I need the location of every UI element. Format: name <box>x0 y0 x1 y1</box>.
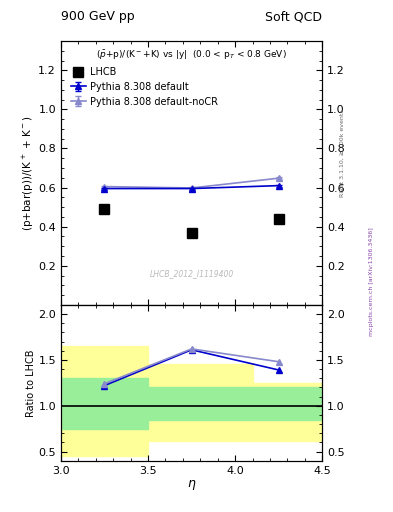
Polygon shape <box>61 346 322 456</box>
Polygon shape <box>61 378 322 429</box>
Text: Rivet 3.1.10, ≥ 100k events: Rivet 3.1.10, ≥ 100k events <box>340 110 344 198</box>
Text: LHCB_2012_I1119400: LHCB_2012_I1119400 <box>149 269 234 278</box>
X-axis label: $\eta$: $\eta$ <box>187 478 196 493</box>
Text: mcplots.cern.ch [arXiv:1306.3436]: mcplots.cern.ch [arXiv:1306.3436] <box>369 227 374 336</box>
LHCB <box>102 206 107 212</box>
Text: ($\bar{p}$+p)/(K$^-$+K) vs |y|  (0.0 < p$_T$ < 0.8 GeV): ($\bar{p}$+p)/(K$^-$+K) vs |y| (0.0 < p$… <box>96 48 287 60</box>
Y-axis label: Ratio to LHCB: Ratio to LHCB <box>26 349 35 417</box>
Text: 900 GeV pp: 900 GeV pp <box>61 10 134 23</box>
LHCB <box>189 229 194 236</box>
Legend: LHCB, Pythia 8.308 default, Pythia 8.308 default-noCR: LHCB, Pythia 8.308 default, Pythia 8.308… <box>71 67 219 106</box>
Text: Soft QCD: Soft QCD <box>265 10 322 23</box>
LHCB <box>276 216 281 222</box>
Line: LHCB: LHCB <box>99 204 284 238</box>
Y-axis label: (p+bar(p))/(K$^+$ + K$^-$): (p+bar(p))/(K$^+$ + K$^-$) <box>20 115 35 230</box>
